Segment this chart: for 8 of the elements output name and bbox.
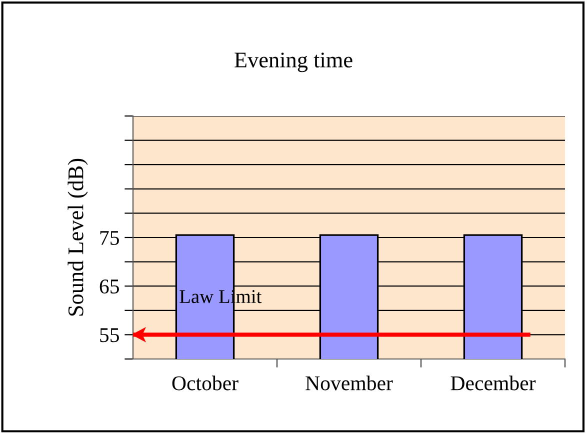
y-axis-title: Sound Level (dB) bbox=[68, 158, 88, 316]
x-tick-label: December bbox=[450, 376, 536, 390]
y-tick-label: 55 bbox=[100, 328, 119, 342]
chart-title: Evening time bbox=[234, 52, 352, 72]
x-tick-label: October bbox=[172, 376, 238, 390]
y-tick-label: 75 bbox=[100, 231, 119, 245]
y-tick-label: 65 bbox=[100, 280, 119, 294]
x-tick-label: November bbox=[306, 376, 393, 390]
